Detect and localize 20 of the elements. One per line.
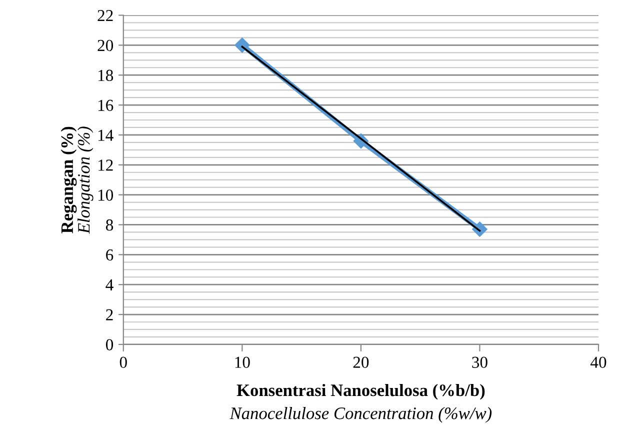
y-tick-label: 0 [106, 339, 114, 350]
y-tick-label: 20 [98, 40, 114, 52]
x-tick-label: 40 [590, 356, 606, 368]
y-tick-label: 6 [106, 249, 114, 261]
y-tick-label: 22 [98, 10, 113, 22]
x-tick-label: 0 [120, 356, 127, 368]
y-tick-label: 16 [98, 100, 114, 111]
y-tick-label: 2 [106, 309, 113, 320]
y-axis-title: Regangan (%) Elongation (%) [60, 126, 94, 234]
point [234, 38, 250, 53]
x-tick-label: 20 [353, 356, 369, 368]
y-tick-label: 14 [98, 130, 114, 141]
y-tick-label: 12 [98, 160, 113, 171]
y-tick-label: 4 [106, 279, 114, 290]
x-tick-label: 30 [472, 356, 488, 368]
y-tick-label: 18 [98, 70, 114, 82]
x-axis-title: Konsentrasi Nanoselulosa (%b/b) Nanocellulose Concentration (%w/w) [230, 384, 492, 423]
x-tick-label: 10 [235, 356, 250, 368]
y-tick-label: 8 [106, 219, 114, 231]
y-tick-label: 10 [98, 190, 114, 201]
